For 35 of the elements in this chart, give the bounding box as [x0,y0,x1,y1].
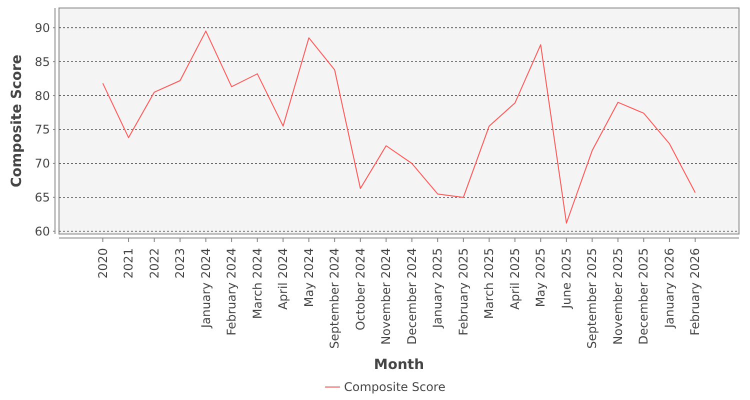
x-tick-label: September 2025 [585,248,600,349]
x-tick-label: February 2025 [456,248,470,336]
x-tick-label: October 2024 [353,248,368,330]
x-tick-label: January 2025 [430,248,445,329]
line-series [102,30,696,224]
y-axis-title: Composite Score [9,54,25,188]
y-tick-label: 75 [34,122,50,137]
y-tick-label: 70 [34,156,50,171]
y-tick-label: 80 [34,88,50,103]
x-tick-label: March 2024 [250,248,264,319]
x-tick-label: 2020 [96,248,110,279]
x-tick-label: November 2024 [379,248,394,345]
y-tick-label: 85 [34,54,50,69]
y-tick-label: 65 [34,190,50,205]
x-tick-label: January 2026 [662,248,676,329]
x-tick-label: January 2024 [198,248,213,329]
x-axis-title: Month [374,357,424,373]
x-tick-label: 2022 [147,248,162,279]
x-tick-label: September 2024 [328,248,342,349]
x-tick-label: December 2024 [404,248,419,345]
legend-label: Composite Score [344,380,446,394]
x-tick-label: April 2025 [508,248,522,310]
x-tick-label: February 2026 [688,248,702,336]
x-tick-label: June 2025 [559,248,574,310]
x-tick-label: December 2025 [636,248,651,345]
x-tick-label: November 2025 [610,248,625,345]
x-tick-label: May 2024 [302,248,316,308]
x-tick-label: March 2025 [482,248,496,319]
y-tick-label: 60 [34,224,50,238]
x-tick-label: 2021 [122,248,136,279]
x-tick-label: 2023 [173,248,188,279]
x-tick-label: May 2025 [534,248,548,308]
x-tick-label: April 2024 [276,248,290,310]
y-tick-label: 90 [34,20,50,35]
x-tick-label: February 2024 [224,248,239,336]
